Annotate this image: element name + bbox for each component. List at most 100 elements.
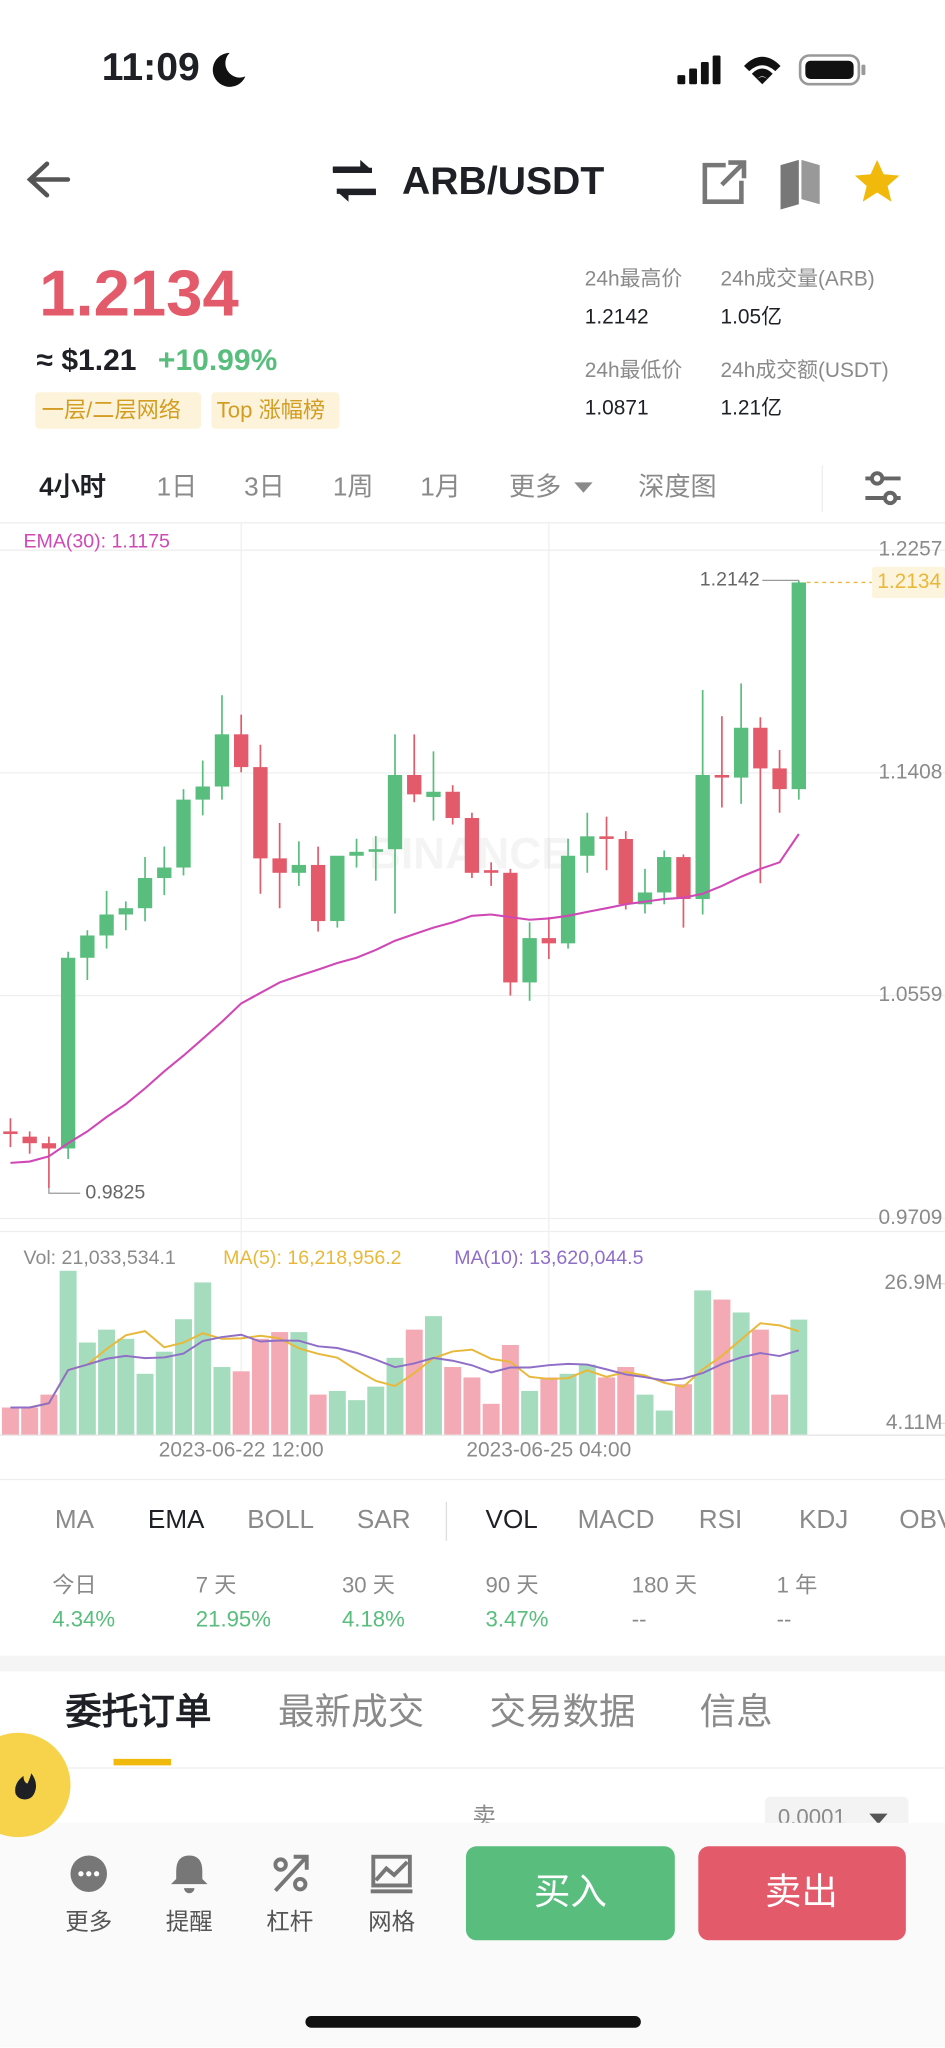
- volume-bar: [713, 1299, 731, 1436]
- legend-name: Vol: [23, 1247, 50, 1269]
- interval-tab[interactable]: 3日: [244, 472, 285, 502]
- period-change: --: [632, 1606, 647, 1631]
- candle-body: [637, 892, 653, 905]
- volume-bar: [59, 1270, 77, 1436]
- interval-tab[interactable]: 1周: [333, 472, 374, 502]
- share-icon[interactable]: [702, 160, 747, 204]
- tab-underline: [113, 1758, 171, 1766]
- wifi-icon: [743, 56, 781, 85]
- interval-tab[interactable]: 1日: [157, 472, 198, 502]
- tag-bg: [35, 392, 202, 429]
- interval-tab[interactable]: 更多: [509, 472, 561, 502]
- legend-value: 13,620,044.5: [529, 1247, 643, 1269]
- candle-body: [176, 799, 191, 868]
- candle-body: [772, 768, 787, 790]
- sell-button[interactable]: [698, 1846, 906, 1941]
- volume-bar: [636, 1394, 654, 1436]
- section-tab[interactable]: 信息: [700, 1691, 773, 1732]
- book-icon[interactable]: [780, 159, 820, 210]
- indicator-tab[interactable]: MACD: [578, 1504, 655, 1534]
- more-icon[interactable]: [70, 1855, 108, 1892]
- volume-bar: [367, 1386, 385, 1436]
- volume-bar: [578, 1364, 596, 1436]
- candle-body: [157, 867, 172, 879]
- tag[interactable]: Top 涨幅榜: [217, 398, 325, 423]
- y-tick-label: 1.1408: [879, 760, 943, 783]
- back-button[interactable]: [26, 161, 71, 198]
- candle-body: [387, 774, 403, 850]
- period-change: 4.34%: [52, 1606, 115, 1631]
- margin-icon[interactable]: [273, 1854, 309, 1893]
- nav-label[interactable]: 提醒: [166, 1909, 213, 1935]
- period-label: 90 天: [486, 1572, 539, 1597]
- legend: EMA(30): 1.1175: [23, 531, 170, 553]
- interval-tab[interactable]: 4小时: [39, 472, 106, 502]
- settings-icon[interactable]: [865, 471, 901, 506]
- volume-bar: [482, 1403, 500, 1436]
- volume-bar: [175, 1319, 192, 1436]
- usd-price: ≈ $1.21: [37, 344, 137, 377]
- indicator-tab[interactable]: EMA: [148, 1504, 205, 1534]
- period-label: 180 天: [632, 1572, 697, 1597]
- x-tick-label: 2023-06-22 12:00: [159, 1438, 324, 1461]
- candle-body: [753, 727, 768, 769]
- interval-tab[interactable]: 深度图: [638, 472, 716, 502]
- candle-body: [368, 849, 383, 852]
- nav-label[interactable]: 杠杆: [266, 1909, 313, 1935]
- indicator-tab[interactable]: SAR: [357, 1504, 411, 1534]
- swap-icon[interactable]: [332, 159, 376, 202]
- interval-tab[interactable]: 1月: [420, 472, 461, 502]
- candle-body: [464, 817, 480, 873]
- period-label: 今日: [52, 1572, 96, 1597]
- nav-label[interactable]: 网格: [368, 1909, 415, 1935]
- section-tab[interactable]: 最新成交: [278, 1691, 424, 1732]
- tag[interactable]: 一层/二层网络: [42, 398, 181, 423]
- volume-bar: [386, 1357, 404, 1436]
- candle-body: [714, 774, 730, 778]
- period-change: 3.47%: [486, 1606, 549, 1631]
- pair-title[interactable]: ARB/USDT: [402, 160, 604, 203]
- volume-bar: [405, 1329, 423, 1436]
- stat-value: 1.2142: [585, 305, 649, 328]
- favorite-star[interactable]: [854, 159, 900, 202]
- indicator-tab[interactable]: BOLL: [247, 1504, 314, 1534]
- volume-bar: [732, 1312, 750, 1436]
- nav-label[interactable]: 更多: [65, 1909, 112, 1935]
- buy-button[interactable]: [465, 1846, 675, 1941]
- stat-value: 1.05亿: [720, 305, 782, 328]
- volume-bar: [213, 1367, 231, 1436]
- alert-icon[interactable]: [170, 1855, 208, 1894]
- volume-bar: [328, 1390, 346, 1436]
- clock: 11:09: [102, 46, 200, 89]
- volume-bar: [40, 1394, 58, 1436]
- candle-body: [195, 786, 210, 800]
- volume-bar: [463, 1377, 481, 1436]
- buy-label[interactable]: 买入: [534, 1871, 607, 1912]
- legend-name: EMA(30): [23, 531, 100, 553]
- candle-body: [657, 857, 672, 893]
- legend-value: 16,218,956.2: [287, 1247, 401, 1269]
- volume-bar: [309, 1394, 327, 1436]
- battery-icon: [798, 54, 866, 86]
- period-label: 1 年: [777, 1572, 818, 1597]
- period-change: 21.95%: [196, 1606, 271, 1631]
- grid-icon[interactable]: [370, 1854, 413, 1894]
- period-label: 7 天: [196, 1572, 237, 1597]
- volume-bar: [194, 1282, 212, 1436]
- indicator-tab[interactable]: OBV: [899, 1504, 945, 1534]
- indicator-tab[interactable]: KDJ: [799, 1504, 848, 1534]
- volume-bar: [21, 1407, 39, 1436]
- indicator-tab[interactable]: RSI: [699, 1504, 743, 1534]
- ma-line: [10, 1333, 800, 1409]
- sell-label[interactable]: 卖出: [765, 1871, 838, 1912]
- indicator-tab[interactable]: VOL: [486, 1504, 538, 1534]
- indicator-tab[interactable]: MA: [55, 1504, 95, 1534]
- section-tab[interactable]: 交易数据: [489, 1691, 635, 1732]
- dropdown-arrow: [869, 1813, 888, 1825]
- volume-bar: [444, 1367, 462, 1436]
- period-change: --: [777, 1606, 792, 1631]
- section-tab[interactable]: 委托订单: [65, 1691, 211, 1732]
- volume-bar: [521, 1390, 539, 1436]
- candle-body: [22, 1136, 37, 1144]
